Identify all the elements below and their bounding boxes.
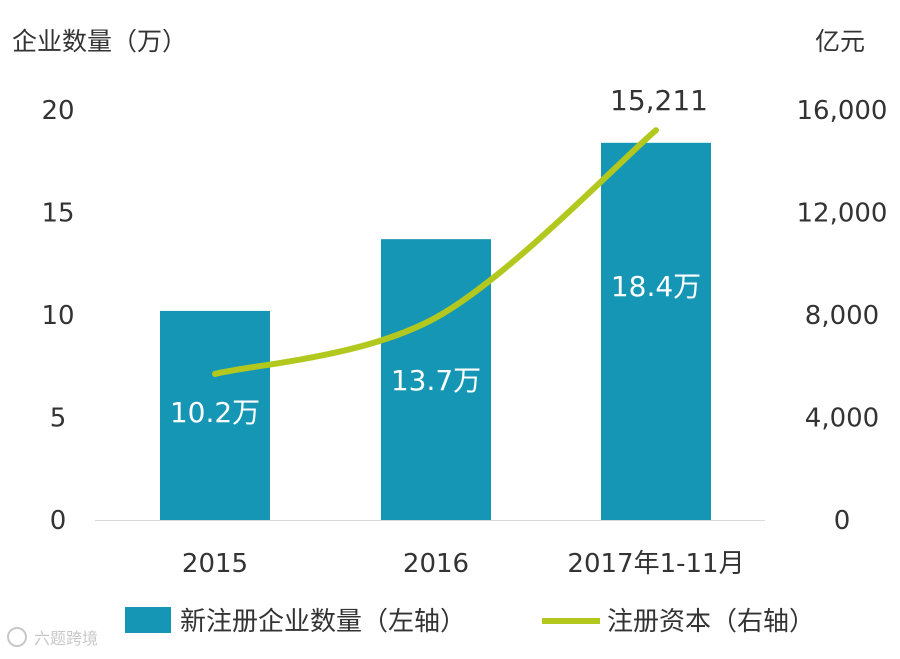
right-tick-label: 4,000 — [805, 404, 879, 434]
line-group — [212, 127, 659, 377]
right-tick-label: 0 — [834, 506, 851, 536]
right-tick-label: 8,000 — [805, 301, 879, 331]
bar — [381, 239, 491, 520]
bar — [160, 310, 270, 520]
x-tick-label: 2017年1-11月 — [567, 549, 744, 579]
right-axis-title: 亿元 — [815, 27, 865, 56]
bars-group — [160, 142, 711, 521]
left-axis-title: 企业数量（万） — [12, 27, 187, 56]
bar-data-label: 18.4万 — [611, 270, 701, 303]
left-tick-label: 0 — [50, 506, 67, 536]
watermark-logo-icon — [7, 627, 27, 647]
bar-data-label: 13.7万 — [391, 364, 481, 397]
series-line — [212, 127, 659, 377]
left-tick-label: 15 — [41, 199, 74, 229]
left-tick-label: 20 — [41, 96, 74, 126]
legend-swatch-bar — [125, 607, 171, 633]
left-tick-label: 5 — [50, 404, 67, 434]
line-data-label: 15,211 — [610, 84, 708, 117]
x-tick-label: 2015 — [182, 549, 248, 579]
legend-label-line: 注册资本（右轴） — [607, 607, 815, 637]
axes-group: 企业数量（万） 亿元 0 5 10 15 20 0 4,000 8,000 12,000 16,000… — [12, 27, 887, 579]
bar-data-label: 10.2万 — [170, 396, 260, 429]
right-tick-label: 12,000 — [797, 199, 888, 229]
watermark-text: 六题跨境 — [34, 629, 98, 648]
labels-group: 10.2万 13.7万 18.4万 15,211 — [170, 84, 708, 429]
x-tick-label: 2016 — [403, 549, 469, 579]
legend-label-bar: 新注册企业数量（左轴） — [180, 607, 466, 637]
left-tick-label: 10 — [41, 301, 74, 331]
watermark-group: 六题跨境 — [7, 627, 98, 648]
legend-group: 新注册企业数量（左轴） 注册资本（右轴） — [125, 607, 815, 637]
bar — [601, 142, 711, 521]
right-tick-label: 16,000 — [797, 96, 888, 126]
